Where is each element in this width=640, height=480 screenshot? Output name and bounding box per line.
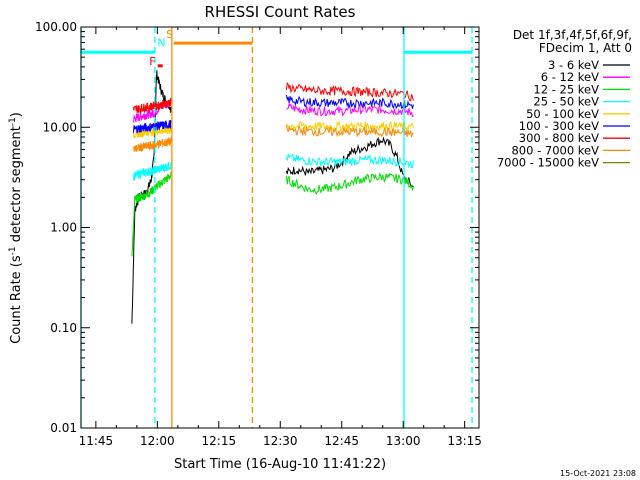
y-axis-label-main: Count Rate (s — [9, 255, 24, 344]
flag-annotation-F: F — [149, 55, 155, 68]
y-tick-label-0: 0.01 — [50, 421, 77, 435]
x-tick-label-5: 13:00 — [386, 434, 421, 448]
y-axis-label-end: ) — [9, 112, 24, 117]
legend-entry-8: 7000 - 15000 keV — [497, 156, 599, 170]
y-tick-label-2: 1.00 — [50, 221, 77, 235]
flag-annotation-S: S — [166, 28, 173, 41]
footer-date: 15-Oct-2021 23:08 — [560, 469, 636, 478]
y-axis-label-mid: detector segment — [9, 126, 24, 246]
x-tick-label-4: 12:45 — [324, 434, 359, 448]
x-axis-label: Start Time (16-Aug-10 11:41:22) — [174, 457, 386, 472]
y-axis-label: Count Rate (s-1 detector segment-1) — [8, 112, 24, 344]
chart-title: RHESSI Count Rates — [205, 3, 356, 21]
flag-annotation-N: N — [157, 36, 165, 49]
y-tick-label-1: 0.10 — [50, 321, 77, 335]
x-tick-label-6: 13:15 — [447, 434, 482, 448]
y-tick-label-3: 10.00 — [43, 120, 77, 134]
y-tick-label-4: 100.00 — [35, 20, 77, 34]
x-tick-label-1: 12:00 — [140, 434, 175, 448]
x-tick-label-2: 12:15 — [202, 434, 237, 448]
legend-header-detectors: Det 1f,3f,4f,5f,6f,9f, — [513, 28, 632, 42]
x-tick-label-3: 12:30 — [263, 434, 298, 448]
y-axis-label-sup1: -1 — [8, 246, 18, 255]
legend-header-decimation: FDecim 1, Att 0 — [539, 41, 632, 55]
y-axis-label-sup2: -1 — [8, 117, 18, 126]
x-tick-label-0: 11:45 — [79, 434, 114, 448]
